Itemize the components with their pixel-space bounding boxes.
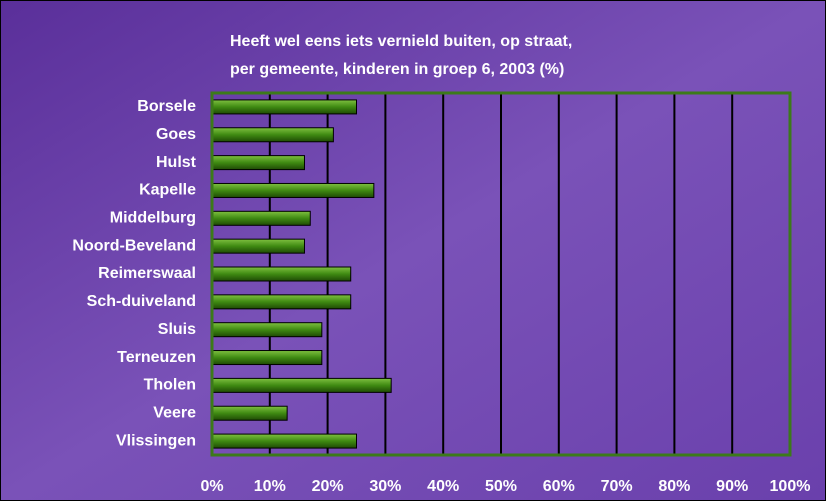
bar [212,323,322,337]
bar [212,239,304,253]
x-tick-label: 60% [543,478,575,495]
x-tick-label: 30% [369,478,401,495]
chart: Heeft wel eens iets vernield buiten, op … [0,0,826,501]
bar [212,183,374,197]
y-tick-label: Terneuzen [117,349,196,366]
bar [212,295,351,309]
bar [212,211,310,225]
y-tick-label: Noord-Beveland [72,237,196,254]
bar [212,156,304,170]
x-tick-label: 0% [200,478,223,495]
chart-title: per gemeente, kinderen in groep 6, 2003 … [230,61,564,78]
x-tick-label: 10% [254,478,286,495]
y-tick-label: Sch-duiveland [87,293,196,310]
bar [212,128,333,142]
y-tick-label: Borsele [137,98,196,115]
y-tick-label: Middelburg [110,210,196,227]
y-tick-label: Kapelle [139,182,196,199]
bar [212,434,357,448]
x-tick-label: 90% [716,478,748,495]
y-tick-label: Hulst [156,154,197,171]
y-tick-label: Vlissingen [116,432,196,449]
x-tick-label: 70% [601,478,633,495]
x-tick-label: 40% [427,478,459,495]
x-tick-label: 80% [658,478,690,495]
x-tick-label: 20% [312,478,344,495]
x-tick-label: 50% [485,478,517,495]
bar [212,378,391,392]
chart-title: Heeft wel eens iets vernield buiten, op … [230,33,572,50]
y-tick-label: Goes [156,126,196,143]
y-tick-label: Veere [153,404,196,421]
bar [212,406,287,420]
y-tick-label: Reimerswaal [98,265,196,282]
y-tick-label: Tholen [144,377,196,394]
x-tick-label: 100% [770,478,811,495]
bar [212,351,322,365]
bar [212,100,357,114]
y-tick-label: Sluis [158,321,196,338]
bar [212,267,351,281]
